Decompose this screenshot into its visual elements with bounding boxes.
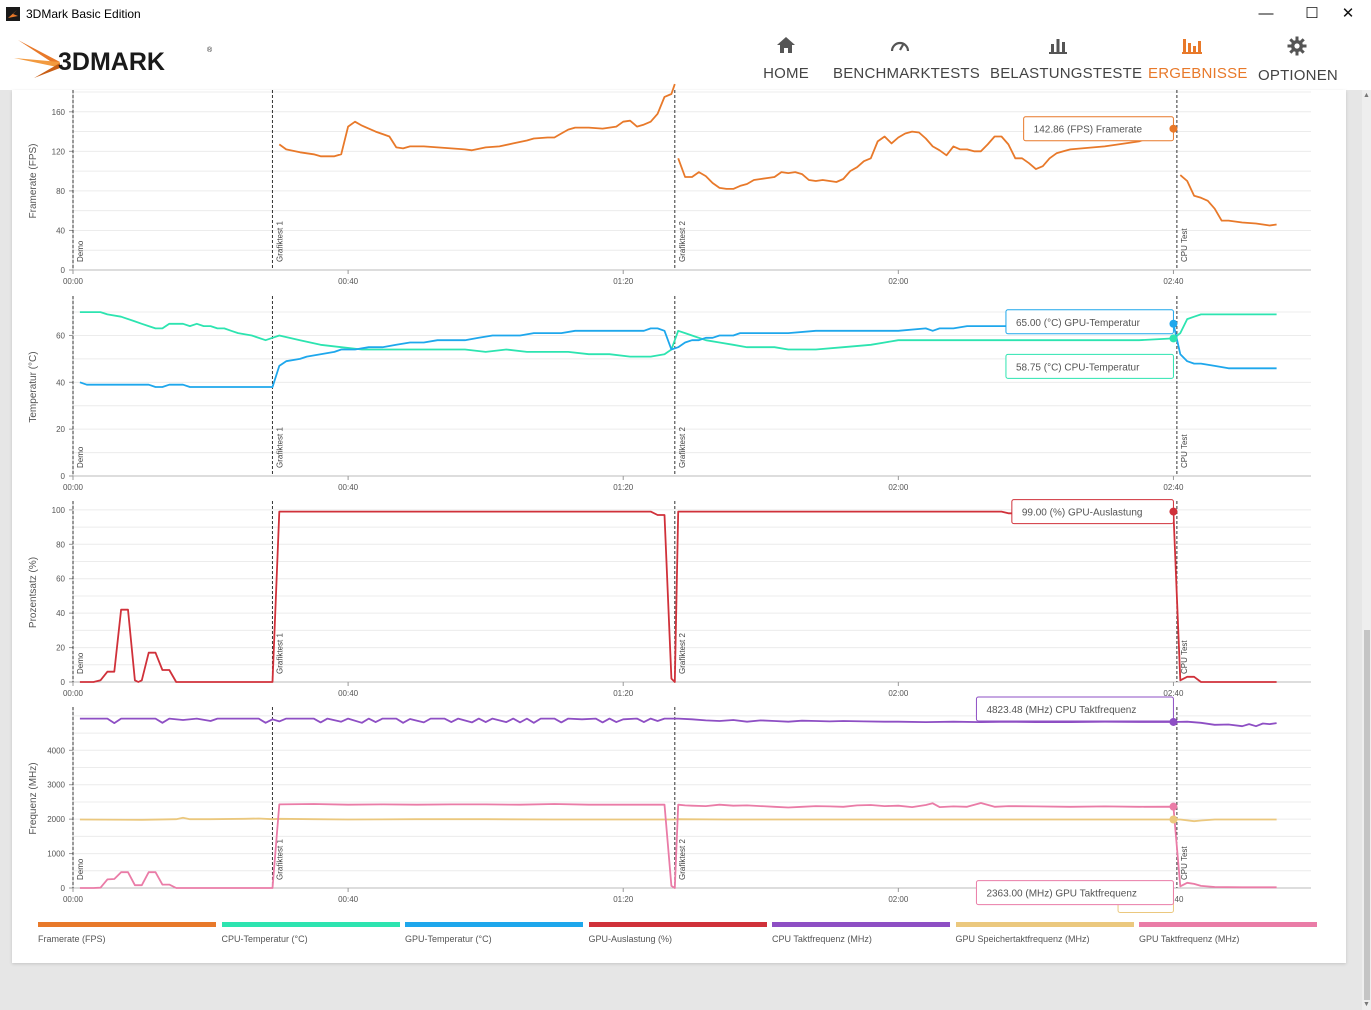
gear-icon [1287, 36, 1307, 56]
scrollbar-thumb[interactable] [1364, 630, 1370, 1000]
bar-chart-icon [1049, 39, 1067, 54]
logo-text: 3DMARK [58, 48, 165, 76]
legend-label: GPU Taktfrequenz (MHz) [1139, 934, 1240, 944]
3dmark-logo-icon: 3DMARK ® [14, 40, 213, 78]
minimize-button[interactable]: — [1243, 0, 1289, 30]
maximize-icon: ☐ [1305, 5, 1319, 22]
close-icon: ✕ [1341, 5, 1355, 22]
app-icon [6, 7, 20, 21]
vertical-scrollbar[interactable]: ▲ ▼ [1362, 90, 1371, 1010]
scroll-up-icon[interactable]: ▲ [1363, 92, 1370, 99]
legend-swatch [38, 922, 216, 927]
legend-label: CPU Taktfrequenz (MHz) [772, 934, 872, 944]
legend-swatch [1139, 922, 1317, 927]
legend-item[interactable]: CPU-Temperatur (°C) [221, 922, 400, 944]
nav-home-label: HOME [763, 65, 809, 82]
legend-item[interactable]: GPU Speichertaktfrequenz (MHz) [955, 922, 1134, 944]
nav-home[interactable]: HOME [756, 36, 816, 82]
legend-swatch [221, 922, 400, 927]
logo[interactable]: 3DMARK ® [12, 32, 222, 89]
legend-label: GPU-Temperatur (°C) [405, 934, 492, 944]
legend-swatch [588, 922, 767, 927]
maximize-button[interactable]: ☐ [1289, 0, 1335, 30]
legend-item[interactable]: GPU Taktfrequenz (MHz) [1139, 922, 1317, 944]
legend-swatch [405, 922, 583, 927]
nav-belastungsteste[interactable]: BELASTUNGSTESTE [990, 36, 1143, 82]
nav-belastungsteste-label: BELASTUNGSTESTE [990, 65, 1143, 82]
nav-ergebnisse-label: ERGEBNISSE [1148, 65, 1248, 82]
legend-label: GPU-Auslastung (%) [588, 934, 673, 944]
nav-optionen[interactable]: OPTIONEN [1258, 36, 1338, 84]
legend-swatch [955, 922, 1134, 927]
legend-label: Framerate (FPS) [38, 934, 106, 944]
nav-optionen-label: OPTIONEN [1258, 67, 1338, 84]
scroll-down-icon[interactable]: ▼ [1363, 1001, 1370, 1008]
close-button[interactable]: ✕ [1325, 0, 1371, 30]
legend-label: CPU-Temperatur (°C) [221, 934, 308, 944]
legend-label: GPU Speichertaktfrequenz (MHz) [955, 934, 1090, 944]
nav-benchmarktests[interactable]: BENCHMARKTESTS [833, 36, 980, 82]
legend-item[interactable]: GPU-Auslastung (%) [588, 922, 767, 944]
home-icon [777, 37, 795, 53]
app-header: 3DMARK ® HOME BENCHMARKTESTS BELASTUNGST… [0, 30, 1371, 90]
nav-benchmarktests-label: BENCHMARKTESTS [833, 65, 980, 82]
nav-ergebnisse[interactable]: ERGEBNISSE [1148, 36, 1248, 82]
minimize-icon: — [1258, 5, 1274, 22]
legend-item[interactable]: CPU Taktfrequenz (MHz) [772, 922, 950, 944]
speedometer-icon [890, 41, 910, 52]
results-chart-icon [1182, 39, 1202, 54]
window-title: 3DMark Basic Edition [26, 7, 141, 21]
legend-swatch [772, 922, 950, 927]
svg-text:®: ® [207, 46, 213, 54]
title-bar: 3DMark Basic Edition — ☐ ✕ [0, 0, 1371, 30]
results-panel [12, 90, 1346, 963]
legend-item[interactable]: Framerate (FPS) [38, 922, 216, 944]
legend-item[interactable]: GPU-Temperatur (°C) [405, 922, 583, 944]
